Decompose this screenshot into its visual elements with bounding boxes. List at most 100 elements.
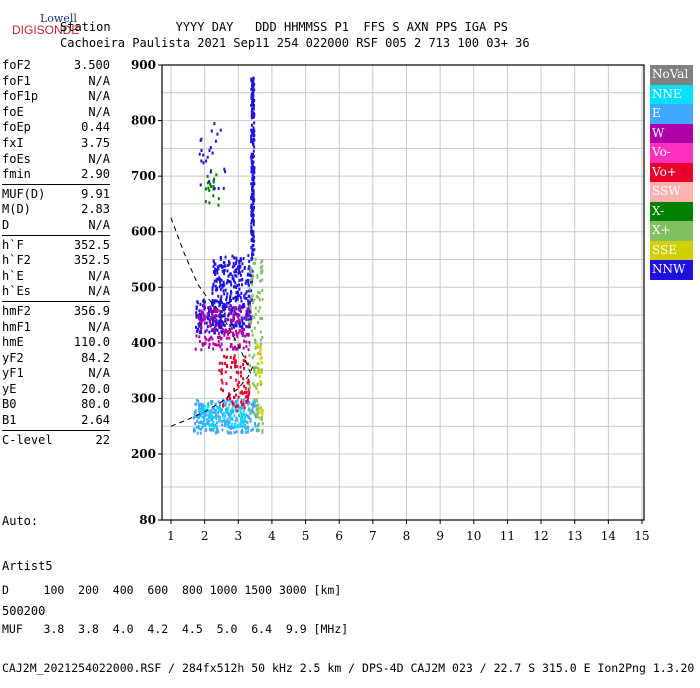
echo-point-nnw xyxy=(217,187,220,191)
legend-item-sse: SSE xyxy=(650,240,693,260)
echo-point-sse xyxy=(259,368,262,372)
echo-point-vo- xyxy=(224,362,227,366)
echo-point-x- xyxy=(257,370,260,374)
echo-point-nnw xyxy=(218,325,221,329)
echo-point-nnw xyxy=(235,274,238,278)
parameter-panel: foF2 3.500 foF1 N/A foF1p N/A foE N/A foEp 0.44 fx… xyxy=(2,58,110,448)
param-value: 356.9 xyxy=(73,303,110,318)
echo-point-nnw xyxy=(200,148,203,152)
echo-point-nnw xyxy=(238,322,241,326)
echo-point-nnw xyxy=(202,304,205,308)
echo-point-e xyxy=(255,429,258,433)
echo-point-nnw xyxy=(250,207,253,211)
echo-point-w xyxy=(228,305,231,309)
echo-point-sse xyxy=(259,345,262,349)
echo-point-vo- xyxy=(242,359,245,363)
echo-point-x- xyxy=(256,413,259,417)
param-row: hmF2 356.9 xyxy=(2,304,110,320)
echo-point-nnw xyxy=(224,255,227,259)
echo-point-e xyxy=(216,430,219,434)
echo-point-nnw xyxy=(243,322,246,326)
echo-point-nnw xyxy=(215,299,218,303)
param-value: N/A xyxy=(88,284,110,299)
echo-point-w xyxy=(245,340,248,344)
echo-point-w xyxy=(198,317,201,321)
echo-point-x- xyxy=(252,261,255,265)
echo-point-e xyxy=(211,400,214,404)
echo-point-w xyxy=(227,332,230,336)
echo-point-nnw xyxy=(234,273,237,277)
param-separator xyxy=(2,300,110,302)
echo-point-nnw xyxy=(207,307,210,311)
echo-point-nnw xyxy=(234,299,237,303)
echo-point-nnw xyxy=(229,294,232,298)
echo-point-nne xyxy=(233,414,236,418)
echo-point-w xyxy=(211,315,214,319)
echo-point-e xyxy=(257,424,260,428)
echo-point-nnw xyxy=(252,218,255,222)
echo-point-nnw xyxy=(207,310,210,314)
echo-point-sse xyxy=(258,407,261,411)
echo-point-nne xyxy=(200,425,203,429)
param-row: M(D) 2.83 xyxy=(2,202,110,218)
echo-point-w xyxy=(219,309,222,313)
echo-point-nnw xyxy=(236,291,239,295)
echo-point-e xyxy=(215,421,218,425)
echo-point-e xyxy=(228,398,231,402)
echo-point-sse xyxy=(256,352,259,356)
echo-point-nnw xyxy=(198,324,201,328)
echo-point-x- xyxy=(210,184,213,188)
param-value: 0.44 xyxy=(81,120,110,135)
echo-point-nnw xyxy=(241,283,244,287)
echo-point-nnw xyxy=(252,182,255,186)
legend-item-nne: NNE xyxy=(650,84,693,104)
echo-point-x- xyxy=(255,366,258,370)
echo-point-sse xyxy=(256,371,259,375)
echo-point-e xyxy=(192,416,195,420)
echo-point-nnw xyxy=(250,203,253,207)
echo-point-nne xyxy=(234,419,237,423)
param-row: foEs N/A xyxy=(2,152,110,168)
echo-point-w xyxy=(215,343,218,347)
echo-point-vo- xyxy=(242,377,245,381)
echo-point-nnw xyxy=(247,267,250,271)
echo-point-nnw xyxy=(250,226,253,230)
param-name: foF1 xyxy=(2,73,31,88)
echo-point-e xyxy=(226,399,229,403)
echo-point-w xyxy=(234,321,237,325)
echo-point-nnw xyxy=(243,316,246,320)
echo-point-w xyxy=(242,331,245,335)
echo-point-nnw xyxy=(235,324,238,328)
x-tick-label: 3 xyxy=(234,529,242,543)
echo-point-w xyxy=(208,338,211,342)
echo-point-x- xyxy=(254,257,257,261)
echo-point-nnw xyxy=(250,87,253,91)
echo-point-w xyxy=(202,311,205,315)
x-tick-label: 15 xyxy=(634,529,649,543)
echo-point-vo- xyxy=(245,399,248,403)
echo-point-e xyxy=(219,410,222,414)
echo-point-vo- xyxy=(220,387,223,391)
echo-point-nne xyxy=(206,405,209,409)
echo-point-e xyxy=(226,407,229,411)
echo-point-w xyxy=(214,307,217,311)
echo-point-x- xyxy=(212,179,215,183)
echo-point-nnw xyxy=(237,266,240,270)
echo-point-nnw xyxy=(250,166,253,170)
echo-point-e xyxy=(229,427,232,431)
echo-point-vo- xyxy=(237,404,240,408)
echo-point-nnw xyxy=(235,270,238,274)
echo-point-w xyxy=(205,337,208,341)
echo-point-nnw xyxy=(235,295,238,299)
echo-point-nnw xyxy=(229,289,232,293)
echo-point-x- xyxy=(212,194,215,198)
echo-point-vo- xyxy=(241,403,244,407)
echo-point-w xyxy=(201,311,204,315)
echo-point-nnw xyxy=(229,323,232,327)
echo-point-nnw xyxy=(203,305,206,309)
echo-point-nnw xyxy=(250,192,253,196)
echo-point-e xyxy=(201,411,204,415)
echo-point-x- xyxy=(256,428,259,432)
echo-point-w xyxy=(241,334,244,338)
echo-point-x- xyxy=(215,173,218,177)
